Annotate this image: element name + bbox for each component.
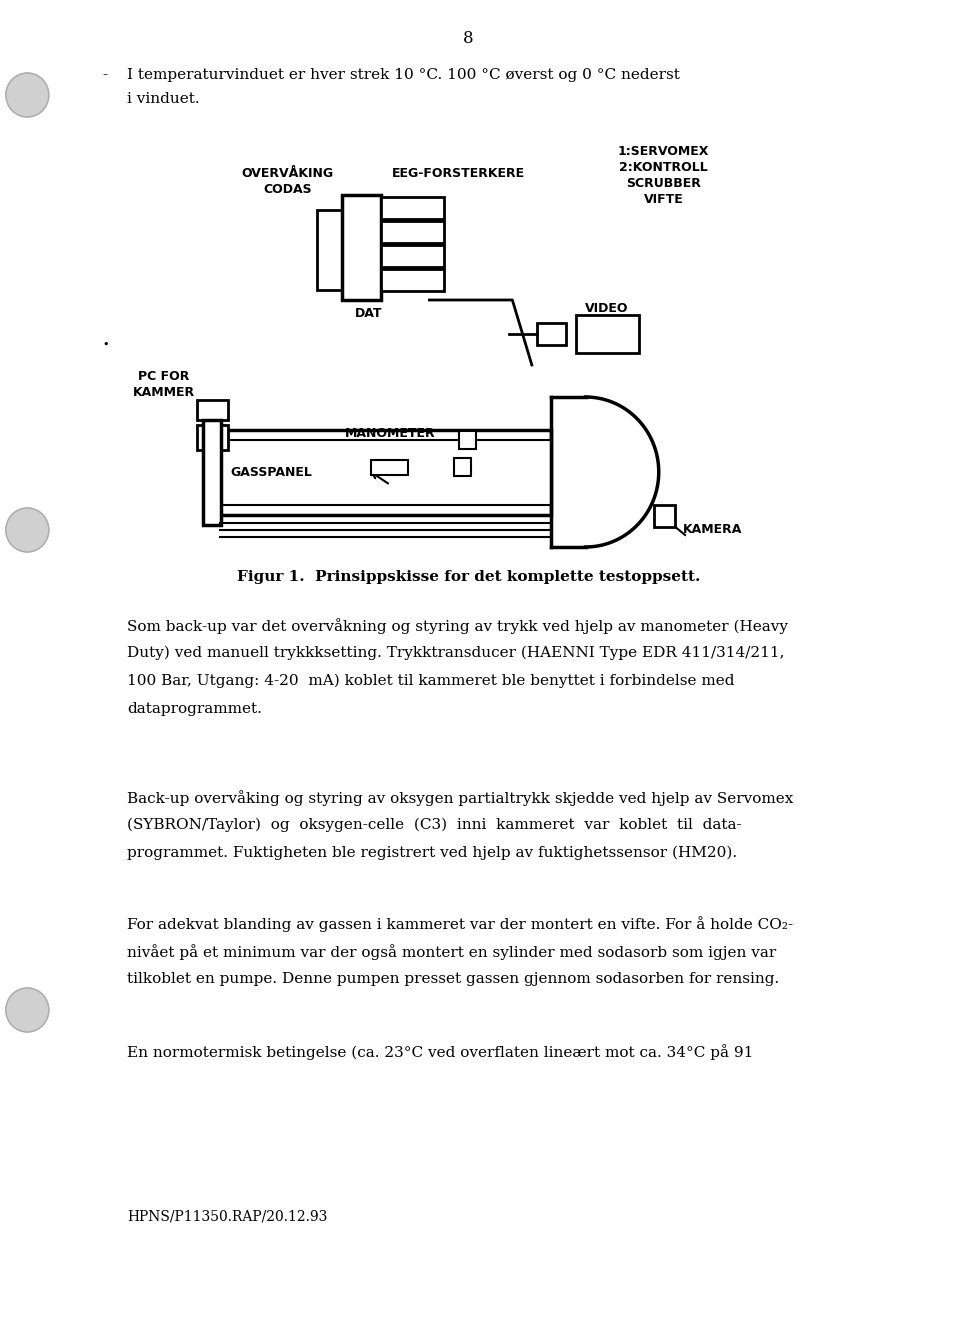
Text: MANOMETER: MANOMETER — [345, 426, 436, 440]
Bar — [459, 432, 476, 449]
Text: -: - — [103, 69, 108, 82]
Text: Back-up overvåking og styring av oksygen partialtrykk skjedde ved hjelp av Servo: Back-up overvåking og styring av oksygen… — [127, 789, 793, 807]
Circle shape — [6, 508, 49, 552]
Bar — [380, 269, 444, 290]
Text: OVERVÅKING
CODAS: OVERVÅKING CODAS — [242, 168, 334, 195]
Text: Duty) ved manuell trykkksetting. Trykktransducer (HAENNI Type EDR 411/314/211,: Duty) ved manuell trykkksetting. Trykktr… — [127, 645, 784, 660]
Bar — [380, 220, 444, 243]
Bar — [654, 506, 675, 527]
Text: Figur 1.  Prinsippskisse for det komplette testoppsett.: Figur 1. Prinsippskisse for det komplett… — [237, 570, 700, 583]
Text: tilkoblet en pumpe. Denne pumpen presset gassen gjennom sodasorben for rensing.: tilkoblet en pumpe. Denne pumpen presset… — [127, 972, 780, 986]
Text: (SYBRON/Taylor)  og  oksygen-celle  (C3)  inni  kammeret  var  koblet  til  data: (SYBRON/Taylor) og oksygen-celle (C3) in… — [127, 818, 741, 833]
Text: GASSPANEL: GASSPANEL — [230, 466, 312, 479]
Text: programmet. Fuktigheten ble registrert ved hjelp av fuktighetssensor (HM20).: programmet. Fuktigheten ble registrert v… — [127, 846, 737, 861]
Bar — [197, 425, 228, 450]
Text: For adekvat blanding av gassen i kammeret var der montert en vifte. For å holde : For adekvat blanding av gassen i kammere… — [127, 916, 793, 932]
Text: PC FOR
KAMMER: PC FOR KAMMER — [132, 370, 195, 399]
Text: 2: 2 — [464, 436, 471, 445]
Text: nivået på et minimum var der også montert en sylinder med sodasorb som igjen var: nivået på et minimum var der også monter… — [127, 944, 776, 960]
Text: 1: 1 — [459, 462, 467, 473]
Bar — [454, 458, 471, 477]
Bar — [220, 440, 551, 506]
Text: HPNS/P11350.RAP/20.12.93: HPNS/P11350.RAP/20.12.93 — [127, 1210, 327, 1224]
Text: Som back-up var det overvåkning og styring av trykk ved hjelp av manometer (Heav: Som back-up var det overvåkning og styri… — [127, 618, 788, 634]
Text: I temperaturvinduet er hver strek 10 °C. 100 °C øverst og 0 °C nederst: I temperaturvinduet er hver strek 10 °C.… — [127, 69, 680, 82]
Circle shape — [6, 987, 49, 1032]
Circle shape — [6, 73, 49, 117]
Bar — [537, 323, 566, 345]
Bar — [576, 315, 639, 352]
Text: VIDEO: VIDEO — [586, 302, 629, 315]
Text: TV: TV — [544, 327, 561, 338]
Bar — [371, 459, 408, 475]
Text: EEG-FORSTERKERE: EEG-FORSTERKERE — [392, 168, 525, 180]
Text: dataprogrammet.: dataprogrammet. — [127, 702, 262, 715]
Text: •: • — [103, 341, 109, 350]
Bar — [342, 195, 380, 300]
Text: KAMERA: KAMERA — [684, 523, 742, 536]
Text: DAT: DAT — [355, 308, 383, 319]
Bar — [203, 420, 221, 525]
Bar — [197, 400, 228, 420]
Text: i vinduet.: i vinduet. — [127, 92, 200, 106]
Text: 8: 8 — [463, 30, 473, 48]
Bar — [220, 430, 551, 515]
Text: 100 Bar, Utgang: 4-20  mA) koblet til kammeret ble benyttet i forbindelse med: 100 Bar, Utgang: 4-20 mA) koblet til kam… — [127, 675, 734, 689]
Bar — [317, 210, 342, 290]
Text: 1:SERVOMEX
2:KONTROLL
SCRUBBER
VIFTE: 1:SERVOMEX 2:KONTROLL SCRUBBER VIFTE — [618, 145, 709, 206]
Text: En normotermisk betingelse (ca. 23°C ved overflaten lineært mot ca. 34°C på 91: En normotermisk betingelse (ca. 23°C ved… — [127, 1044, 754, 1060]
Bar — [380, 197, 444, 219]
Bar — [380, 246, 444, 267]
